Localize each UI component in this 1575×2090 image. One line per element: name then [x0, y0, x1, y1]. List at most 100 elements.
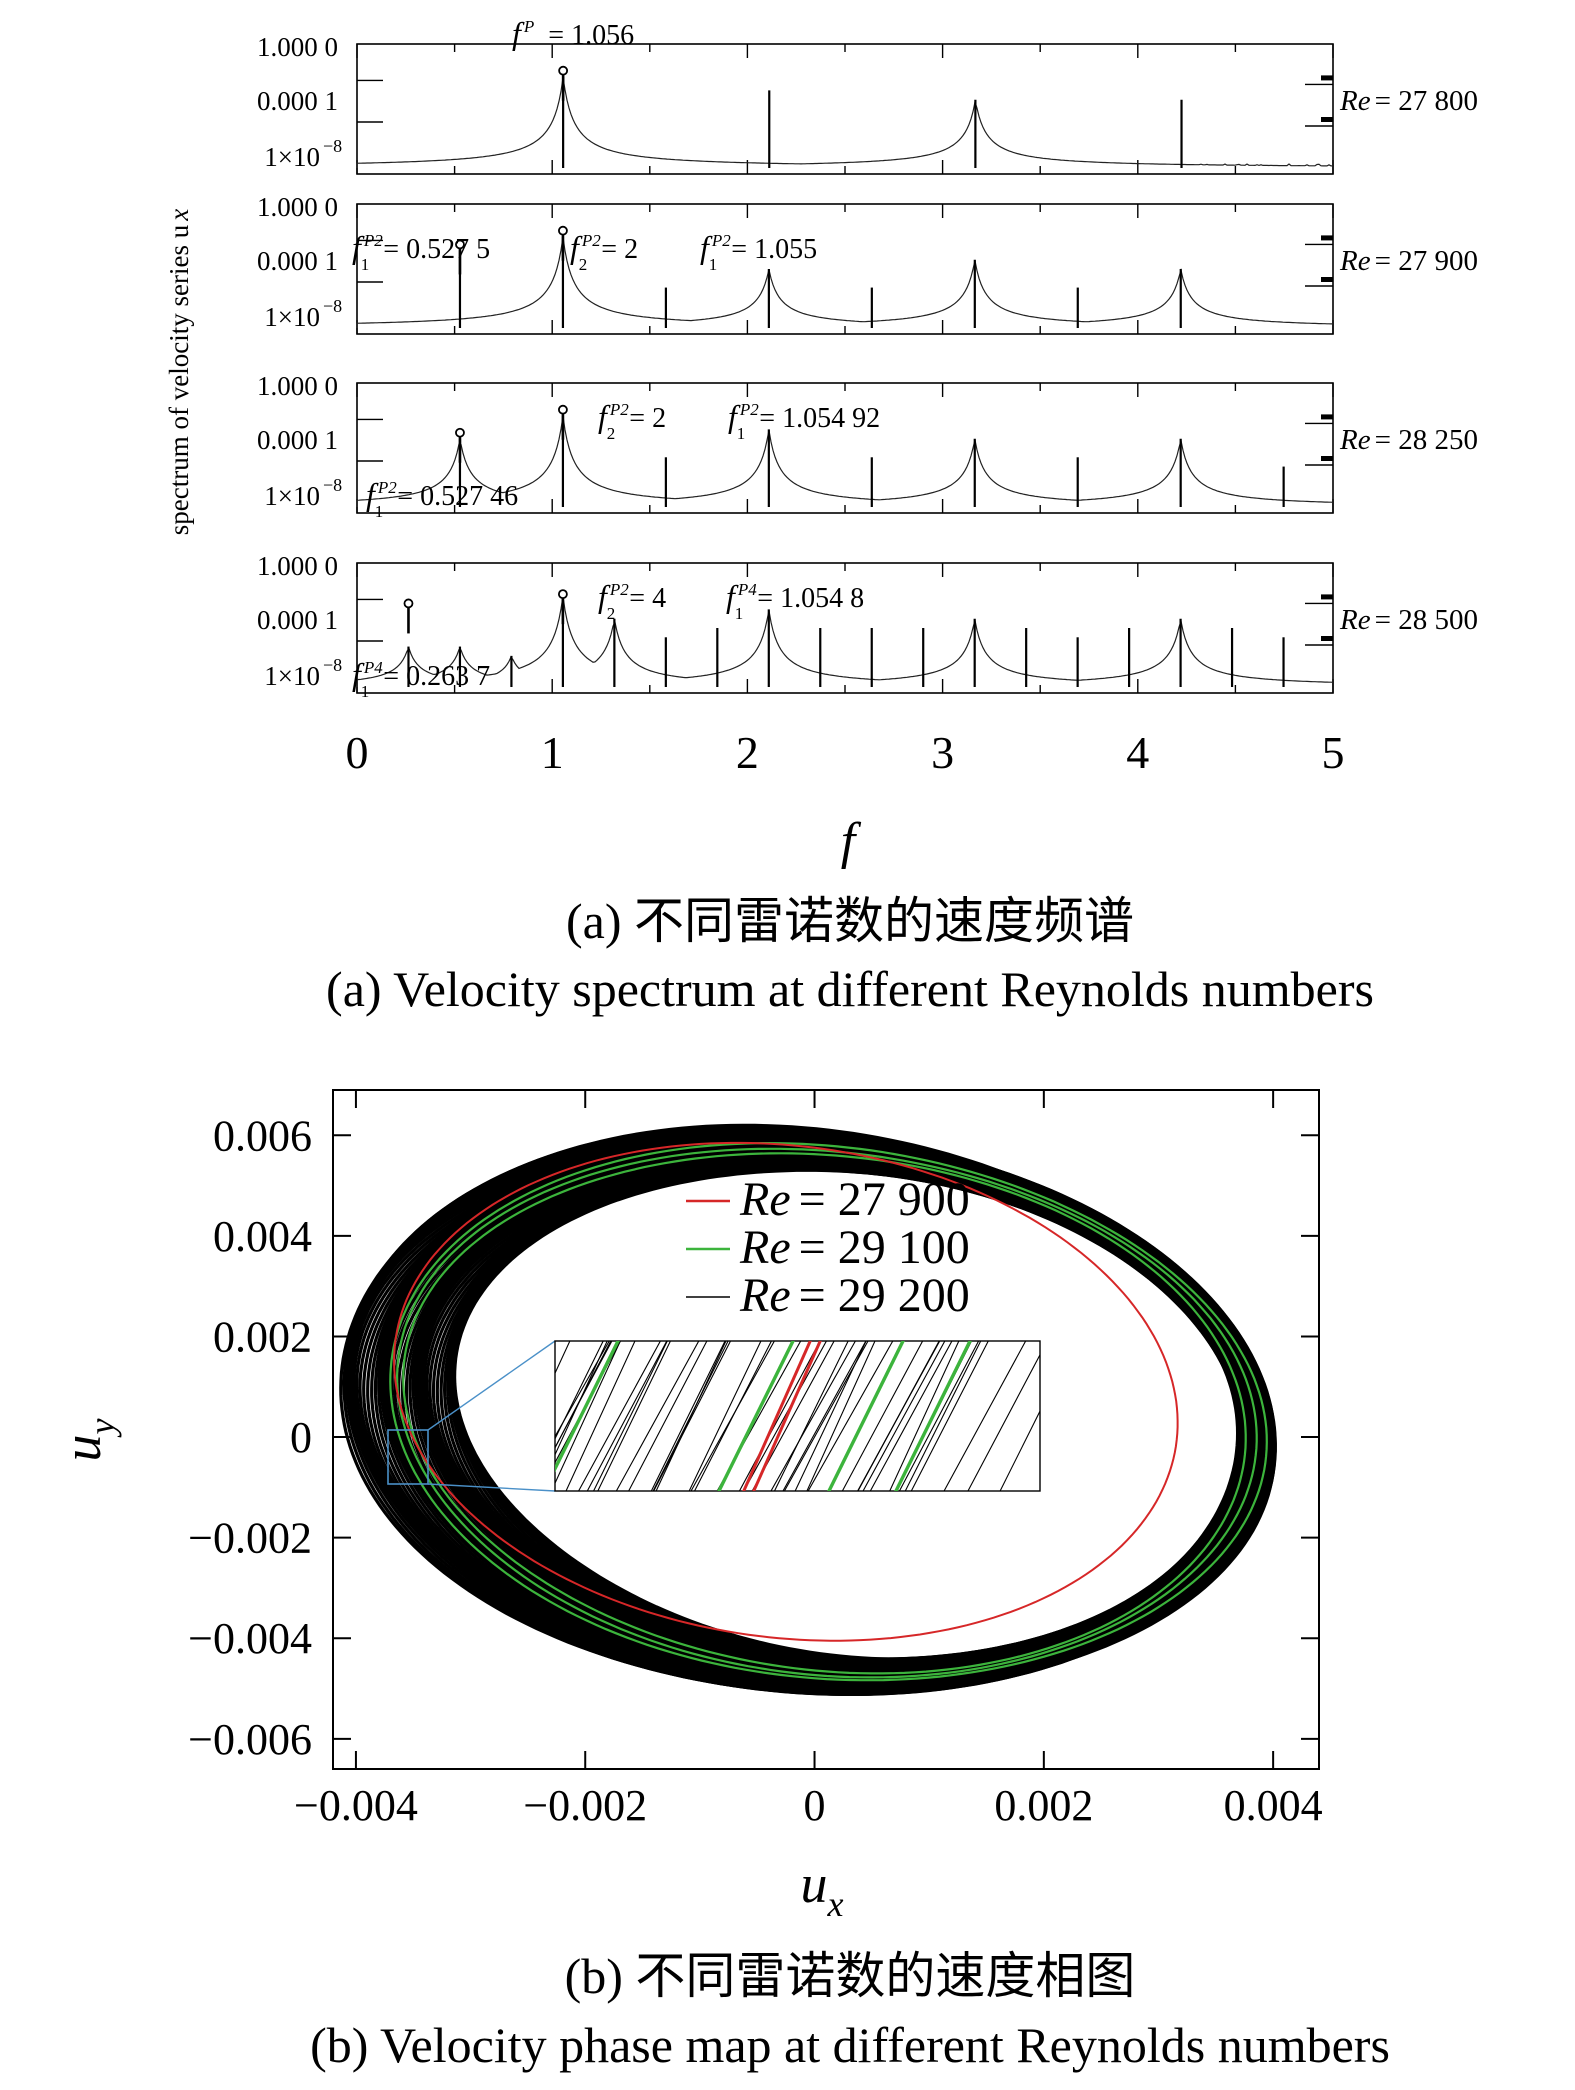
phase-map-y-tick-label: 0.004 — [213, 1212, 312, 1261]
inset-black-trajectory — [806, 1341, 876, 1491]
spectrum-x-tick-labels: 0 1 2 3 4 5 — [346, 727, 1345, 778]
inset-black-trajectory — [615, 1341, 700, 1491]
reynolds-number-label: Re = 28 500 — [1339, 604, 1478, 636]
inset-black-trajectory — [653, 1341, 732, 1491]
spectrum-trace — [356, 416, 1334, 507]
inset-black-trajectory — [856, 1341, 941, 1491]
spectrum-x-axis-label: f — [841, 813, 862, 870]
spectrum-peak-marker — [558, 225, 568, 236]
inset-black-trajectory — [592, 1341, 668, 1491]
spectrum-y-axis-label: spectrum of velocity series ux — [164, 209, 194, 535]
spectrum-peak-marker — [558, 404, 568, 415]
spectrum-x-tick-label: 0 — [346, 727, 369, 778]
inset-black-trajectory — [693, 1341, 773, 1491]
spectrum-row-frame — [356, 203, 1334, 335]
legend-entry: Re = 29 100 — [739, 1221, 970, 1274]
inset-black-trajectory — [869, 1341, 953, 1491]
peak-frequency-annotation: f P2 2 = 2 — [598, 398, 666, 443]
spectrum-y-tick — [1321, 277, 1333, 282]
spectrum-x-tick-label: 5 — [1322, 727, 1345, 778]
inset-black-trajectory — [807, 1341, 894, 1491]
inset-green-trajectory — [555, 1341, 620, 1473]
spectrum-y-tick — [1321, 235, 1333, 241]
inset-green-trajectory — [717, 1341, 795, 1491]
spectrum-peak-marker — [403, 598, 414, 609]
zoom-inset — [387, 1340, 1041, 1492]
peak-frequency-annotation: f P2 2 = 4 — [598, 578, 666, 623]
inset-black-trajectory — [910, 1341, 989, 1491]
phase-map-plot-area — [339, 1123, 1277, 1696]
spectrum-x-tick-label: 1 — [541, 727, 564, 778]
spectrum-x-tick-label: 4 — [1126, 727, 1149, 778]
phase-map-x-tick-label: 0.002 — [994, 1781, 1093, 1830]
phase-map-y-tick-label: 0.006 — [213, 1111, 312, 1160]
inset-black-trajectory — [688, 1341, 762, 1491]
caption-b-chinese: (b) 不同雷诺数的速度相图 — [565, 1948, 1136, 2004]
inset-black-trajectory — [999, 1409, 1040, 1491]
spectrum-y-tick — [1321, 117, 1333, 122]
spectrum-y-tick-label: 0.000 1 — [257, 425, 338, 455]
phase-map-x-axis-label: ux — [801, 1854, 844, 1924]
phase-map-y-tick-label: −0.004 — [188, 1614, 312, 1663]
orbit-re-29100 — [389, 1141, 1268, 1682]
inset-black-trajectory — [555, 1341, 604, 1441]
reynolds-number-label: Re = 27 900 — [1339, 245, 1478, 277]
reynolds-number-label: Re = 28 250 — [1339, 424, 1478, 456]
inset-black-trajectory — [889, 1341, 960, 1491]
caption-a-english: (a) Velocity spectrum at different Reyno… — [326, 961, 1374, 1017]
legend-entry: Re = 29 200 — [739, 1269, 970, 1322]
spectrum-y-tick-label: −8 — [323, 136, 342, 156]
orbit-re-29200 — [342, 1125, 1277, 1695]
inset-black-trajectory — [555, 1341, 613, 1449]
spectrum-y-tick-label: 0.000 1 — [257, 605, 338, 635]
spectrum-trace — [356, 77, 1333, 168]
peak-frequency-annotation: f P4 1 = 0.263 7 — [352, 656, 490, 701]
spectrum-y-tick-label: −8 — [323, 475, 342, 495]
inset-red-trajectory — [742, 1341, 812, 1491]
spectrum-y-tick-label: −8 — [323, 655, 342, 675]
spectrum-trace — [356, 596, 1334, 687]
spectrum-y-tick — [1321, 75, 1333, 81]
peak-frequency-annotation: f P2 1 = 1.054 92 — [728, 398, 880, 443]
inset-green-trajectory — [894, 1341, 972, 1491]
inset-black-trajectory — [586, 1341, 668, 1491]
inset-black-trajectory — [967, 1353, 1040, 1491]
spectrum-y-tick-label: −8 — [323, 296, 342, 316]
orbit-re-29100 — [402, 1152, 1247, 1675]
spectrum-y-tick — [1321, 456, 1333, 461]
spectrum-y-tick-label: 0.000 1 — [257, 86, 338, 116]
spectrum-y-tick-label: 1×10 — [264, 481, 320, 511]
peak-frequency-annotation: f P2 1 = 1.055 — [700, 229, 817, 274]
spectrum-y-tick-label: 1.000 0 — [257, 32, 338, 62]
inset-black-trajectory — [862, 1341, 946, 1491]
peak-frequency-annotation: f P2 2 = 2 — [570, 229, 638, 274]
inset-trajectories — [555, 1341, 1040, 1491]
reynolds-number-label: Re = 27 800 — [1339, 85, 1478, 117]
inset-black-trajectory — [898, 1341, 980, 1491]
inset-black-trajectory — [565, 1341, 636, 1491]
spectrum-row: 1.000 0 0.000 1 1×10 −8 f P2 2 = 4 f P4 1 = 1.054 8… — [257, 551, 1478, 701]
caption-a-chinese: (a) 不同雷诺数的速度频谱 — [566, 893, 1134, 949]
phase-map-y-tick-label: 0.002 — [213, 1312, 312, 1361]
spectrum-row-frame — [356, 43, 1334, 175]
phase-map-y-axis-label: uy — [52, 1418, 122, 1461]
inset-source-box — [387, 1429, 429, 1485]
spectrum-row: 1.000 0 0.000 1 1×10 −8 f P = 1.056 Re = 27 800 — [257, 15, 1478, 175]
inset-black-trajectory — [743, 1341, 828, 1491]
orbit-re-29100 — [395, 1147, 1258, 1679]
inset-black-trajectory — [650, 1341, 726, 1491]
phase-map-ticks: −0.004 −0.002 0 0.002 0.004 0.006 0.004 0.002 0 −… — [188, 1090, 1323, 1830]
spectrum-peak-marker — [558, 65, 569, 76]
peak-frequency-annotation: f P2 1 = 0.527 5 — [352, 229, 490, 274]
orbit-re-29200 — [339, 1123, 1277, 1695]
spectrum-peak-marker — [455, 427, 465, 438]
spectrum-y-tick-label: 0.000 1 — [257, 246, 338, 276]
phase-map-panel: −0.004 −0.002 0 0.002 0.004 0.006 0.004 0.002 0 −… — [52, 1089, 1390, 2073]
inset-black-trajectory — [738, 1341, 821, 1491]
inset-connector — [427, 1483, 556, 1492]
inset-black-trajectory — [555, 1341, 621, 1485]
inset-black-trajectory — [597, 1341, 672, 1491]
peak-frequency-annotation: f P4 1 = 1.054 8 — [726, 578, 864, 623]
caption-b-english: (b) Velocity phase map at different Reyn… — [310, 2017, 1390, 2073]
